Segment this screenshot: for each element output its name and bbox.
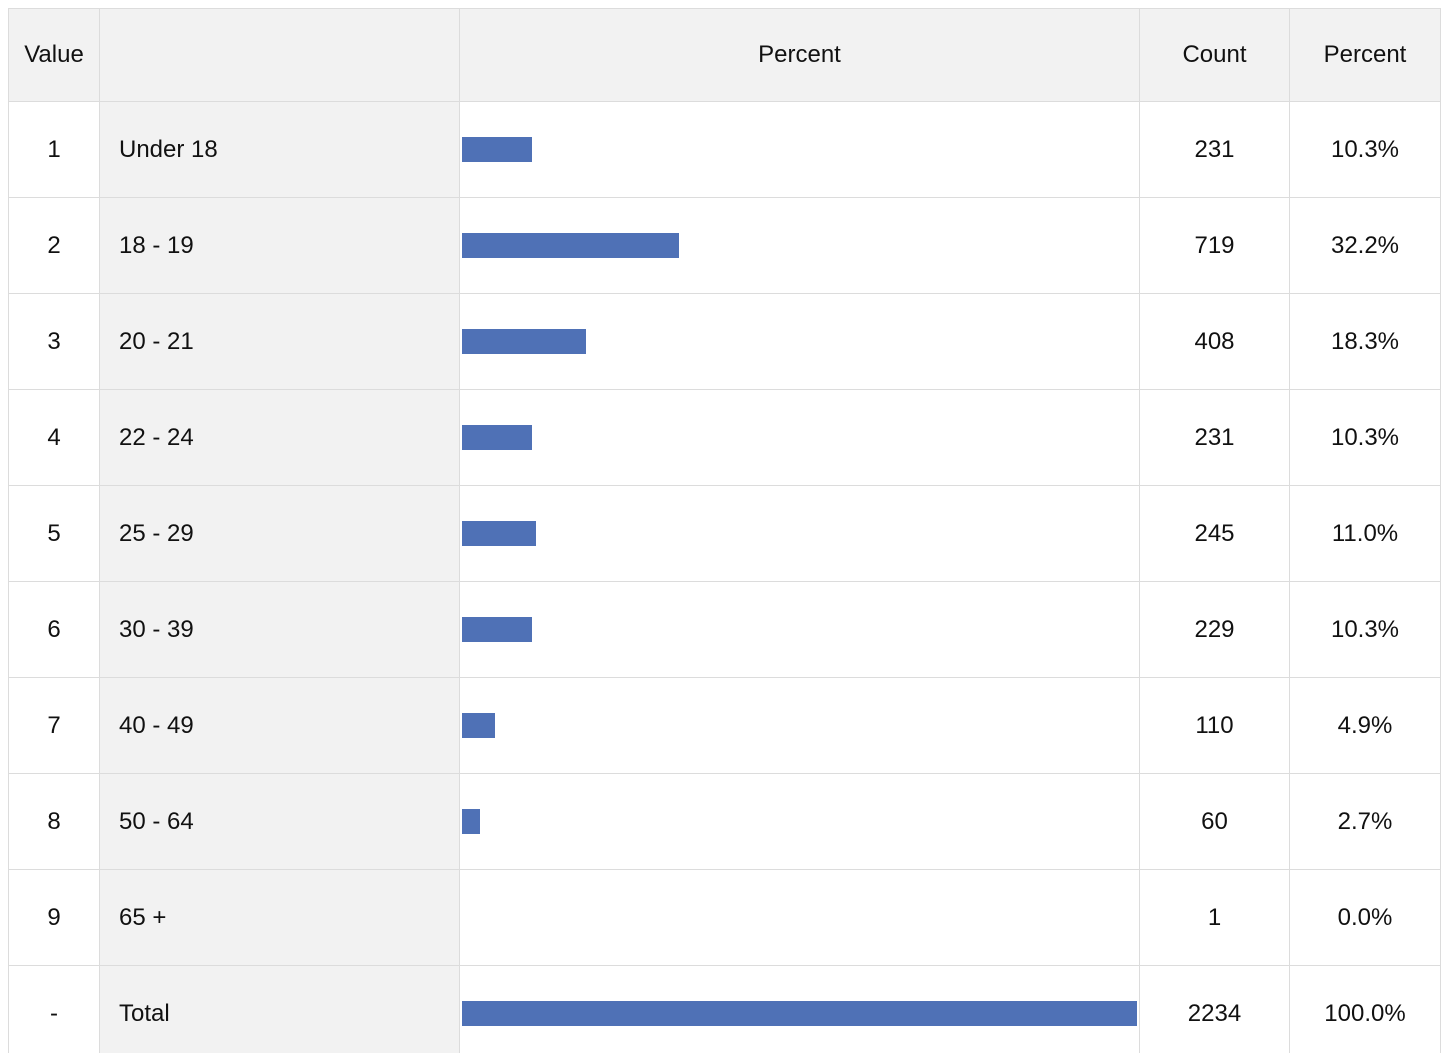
value-cell: 1 [8,102,100,198]
header-cell: Count [1140,8,1290,102]
percent-bar [462,1001,1137,1026]
bar-cell [460,582,1140,678]
label-cell: Under 18 [100,102,460,198]
label-cell: 30 - 39 [100,582,460,678]
percent-cell: 100.0% [1290,966,1441,1053]
count-cell: 245 [1140,486,1290,582]
bar-cell [460,102,1140,198]
percent-cell: 10.3% [1290,390,1441,486]
count-cell: 229 [1140,582,1290,678]
percent-bar [462,425,532,450]
label-cell: 22 - 24 [100,390,460,486]
percent-cell: 11.0% [1290,486,1441,582]
value-cell: 7 [8,678,100,774]
value-cell: 5 [8,486,100,582]
bar-cell [460,870,1140,966]
label-cell: 25 - 29 [100,486,460,582]
percent-cell: 2.7% [1290,774,1441,870]
value-cell: 6 [8,582,100,678]
percent-bar [462,809,481,834]
header-cell: Percent [1290,8,1441,102]
count-cell: 60 [1140,774,1290,870]
label-cell: 40 - 49 [100,678,460,774]
bar-cell [460,390,1140,486]
bar-cell [460,294,1140,390]
value-cell: 9 [8,870,100,966]
percent-bar [462,617,532,642]
value-cell: - [8,966,100,1053]
label-cell: 20 - 21 [100,294,460,390]
value-cell: 3 [8,294,100,390]
value-cell: 8 [8,774,100,870]
percent-cell: 4.9% [1290,678,1441,774]
percent-cell: 18.3% [1290,294,1441,390]
header-cell [100,8,460,102]
bar-cell [460,966,1140,1053]
percent-bar [462,521,537,546]
value-cell: 4 [8,390,100,486]
count-cell: 408 [1140,294,1290,390]
percent-cell: 0.0% [1290,870,1441,966]
count-cell: 231 [1140,102,1290,198]
count-cell: 1 [1140,870,1290,966]
percent-bar [462,329,586,354]
bar-cell [460,774,1140,870]
label-cell: 18 - 19 [100,198,460,294]
percent-bar [462,137,532,162]
header-cell: Value [8,8,100,102]
label-cell: 50 - 64 [100,774,460,870]
percent-cell: 10.3% [1290,102,1441,198]
label-cell: 65 + [100,870,460,966]
bar-cell [460,486,1140,582]
percent-cell: 10.3% [1290,582,1441,678]
label-cell: Total [100,966,460,1053]
header-cell: Percent [460,8,1140,102]
count-cell: 110 [1140,678,1290,774]
bar-cell [460,198,1140,294]
percent-bar [462,233,680,258]
count-cell: 719 [1140,198,1290,294]
count-cell: 2234 [1140,966,1290,1053]
percent-cell: 32.2% [1290,198,1441,294]
bar-cell [460,678,1140,774]
percent-bar [462,713,496,738]
value-cell: 2 [8,198,100,294]
count-cell: 231 [1140,390,1290,486]
